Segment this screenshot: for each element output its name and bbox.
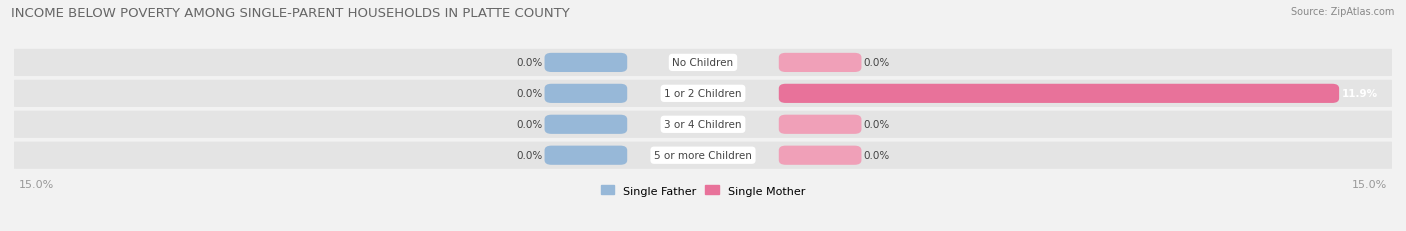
FancyBboxPatch shape [779, 115, 862, 134]
Text: 0.0%: 0.0% [863, 120, 890, 130]
FancyBboxPatch shape [544, 115, 627, 134]
FancyBboxPatch shape [8, 80, 1398, 107]
Text: 3 or 4 Children: 3 or 4 Children [664, 120, 742, 130]
Text: 15.0%: 15.0% [1353, 179, 1388, 189]
FancyBboxPatch shape [779, 146, 862, 165]
Text: 0.0%: 0.0% [863, 58, 890, 68]
Text: Source: ZipAtlas.com: Source: ZipAtlas.com [1291, 7, 1395, 17]
Text: 11.9%: 11.9% [1341, 89, 1378, 99]
Legend: Single Father, Single Mother: Single Father, Single Mother [600, 185, 806, 196]
Text: 0.0%: 0.0% [516, 120, 543, 130]
FancyBboxPatch shape [544, 54, 627, 73]
Text: No Children: No Children [672, 58, 734, 68]
FancyBboxPatch shape [8, 111, 1398, 138]
Text: 0.0%: 0.0% [863, 151, 890, 161]
Text: 5 or more Children: 5 or more Children [654, 151, 752, 161]
FancyBboxPatch shape [544, 146, 627, 165]
FancyBboxPatch shape [8, 50, 1398, 77]
Text: 15.0%: 15.0% [18, 179, 53, 189]
FancyBboxPatch shape [8, 142, 1398, 169]
Text: 0.0%: 0.0% [516, 58, 543, 68]
FancyBboxPatch shape [544, 84, 627, 103]
Text: 0.0%: 0.0% [516, 89, 543, 99]
Text: 1 or 2 Children: 1 or 2 Children [664, 89, 742, 99]
Text: 0.0%: 0.0% [516, 151, 543, 161]
FancyBboxPatch shape [779, 84, 1339, 103]
FancyBboxPatch shape [779, 54, 862, 73]
Text: INCOME BELOW POVERTY AMONG SINGLE-PARENT HOUSEHOLDS IN PLATTE COUNTY: INCOME BELOW POVERTY AMONG SINGLE-PARENT… [11, 7, 569, 20]
